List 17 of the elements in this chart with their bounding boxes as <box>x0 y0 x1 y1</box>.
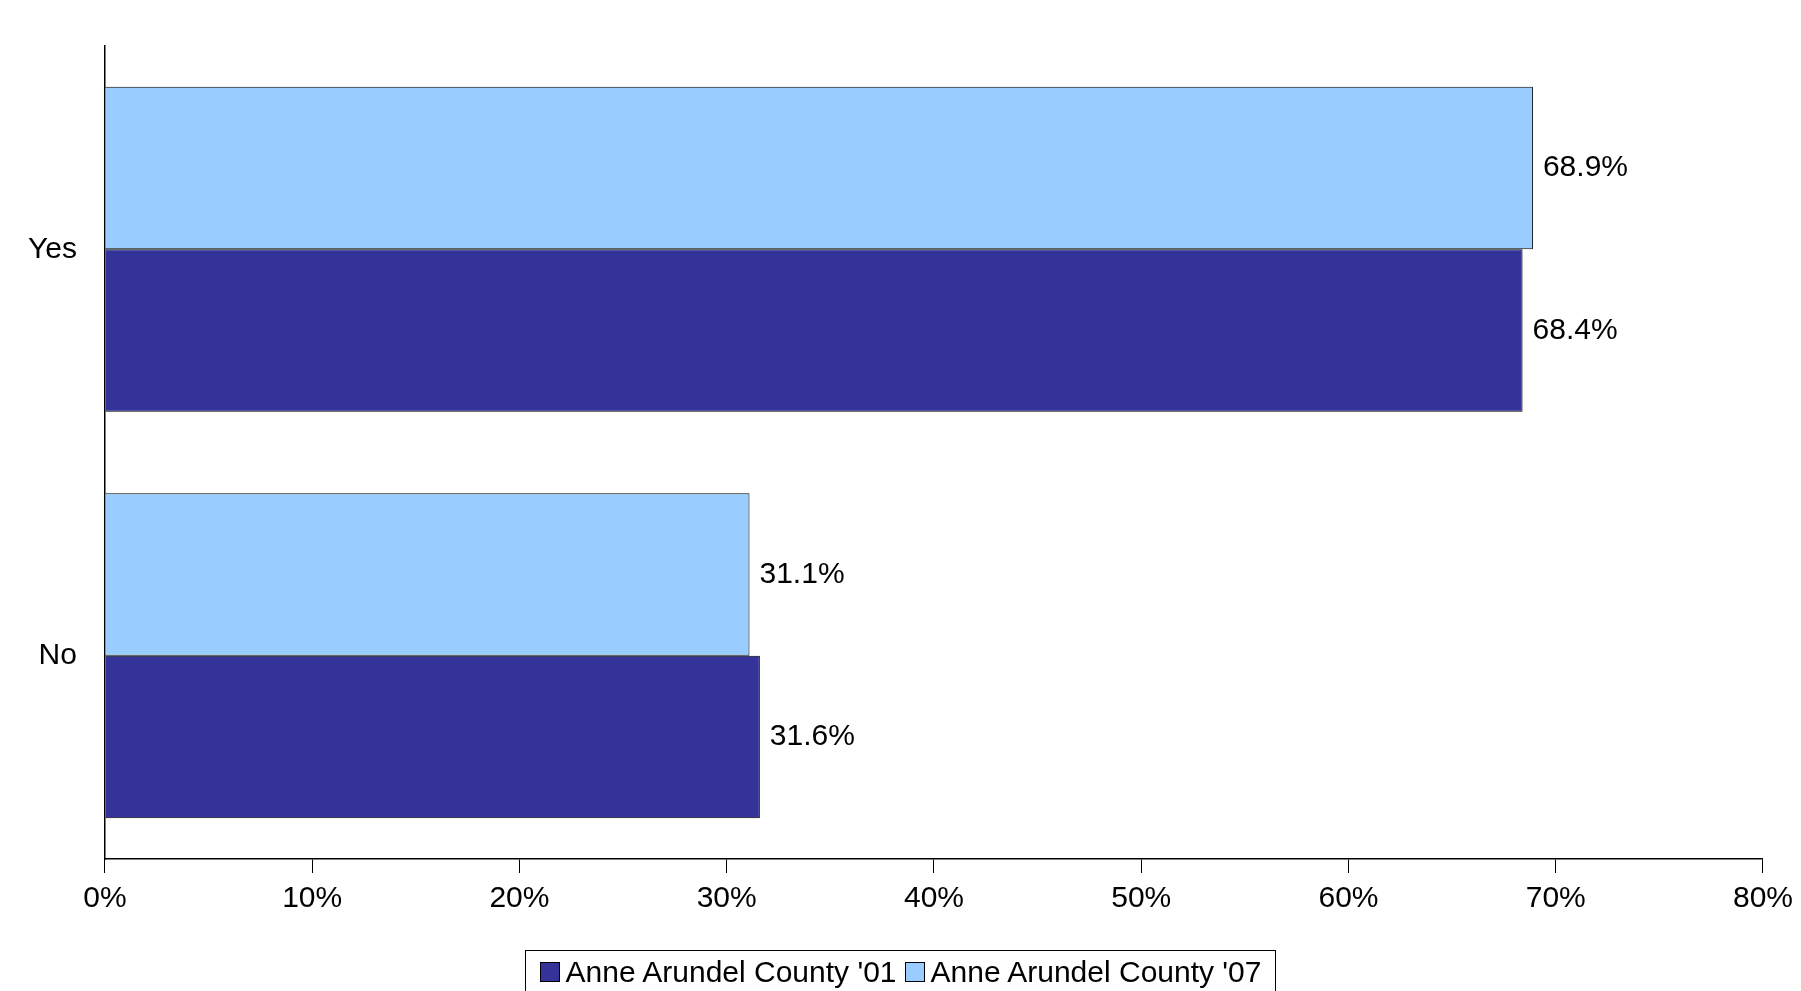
x-tick-label: 0% <box>83 880 127 914</box>
data-label: 31.1% <box>759 555 845 589</box>
data-label: 31.6% <box>769 718 855 752</box>
x-tick-label: 30% <box>696 880 757 914</box>
x-tick-label: 50% <box>1111 880 1172 914</box>
legend-label: Anne Arundel County '01 <box>564 955 897 989</box>
data-label: 68.4% <box>1532 311 1618 345</box>
x-tick-label: 70% <box>1525 880 1586 914</box>
x-tick-label: 20% <box>489 880 550 914</box>
x-tick-label: 80% <box>1732 880 1793 914</box>
y-tick-label: No <box>38 637 77 671</box>
y-tick-label: Yes <box>27 230 77 264</box>
x-tick-label: 10% <box>282 880 343 914</box>
legend-label: Anne Arundel County '07 <box>929 955 1262 989</box>
x-tick-label: 40% <box>903 880 964 914</box>
x-tick-label: 60% <box>1318 880 1379 914</box>
data-label: 68.9% <box>1542 149 1628 183</box>
